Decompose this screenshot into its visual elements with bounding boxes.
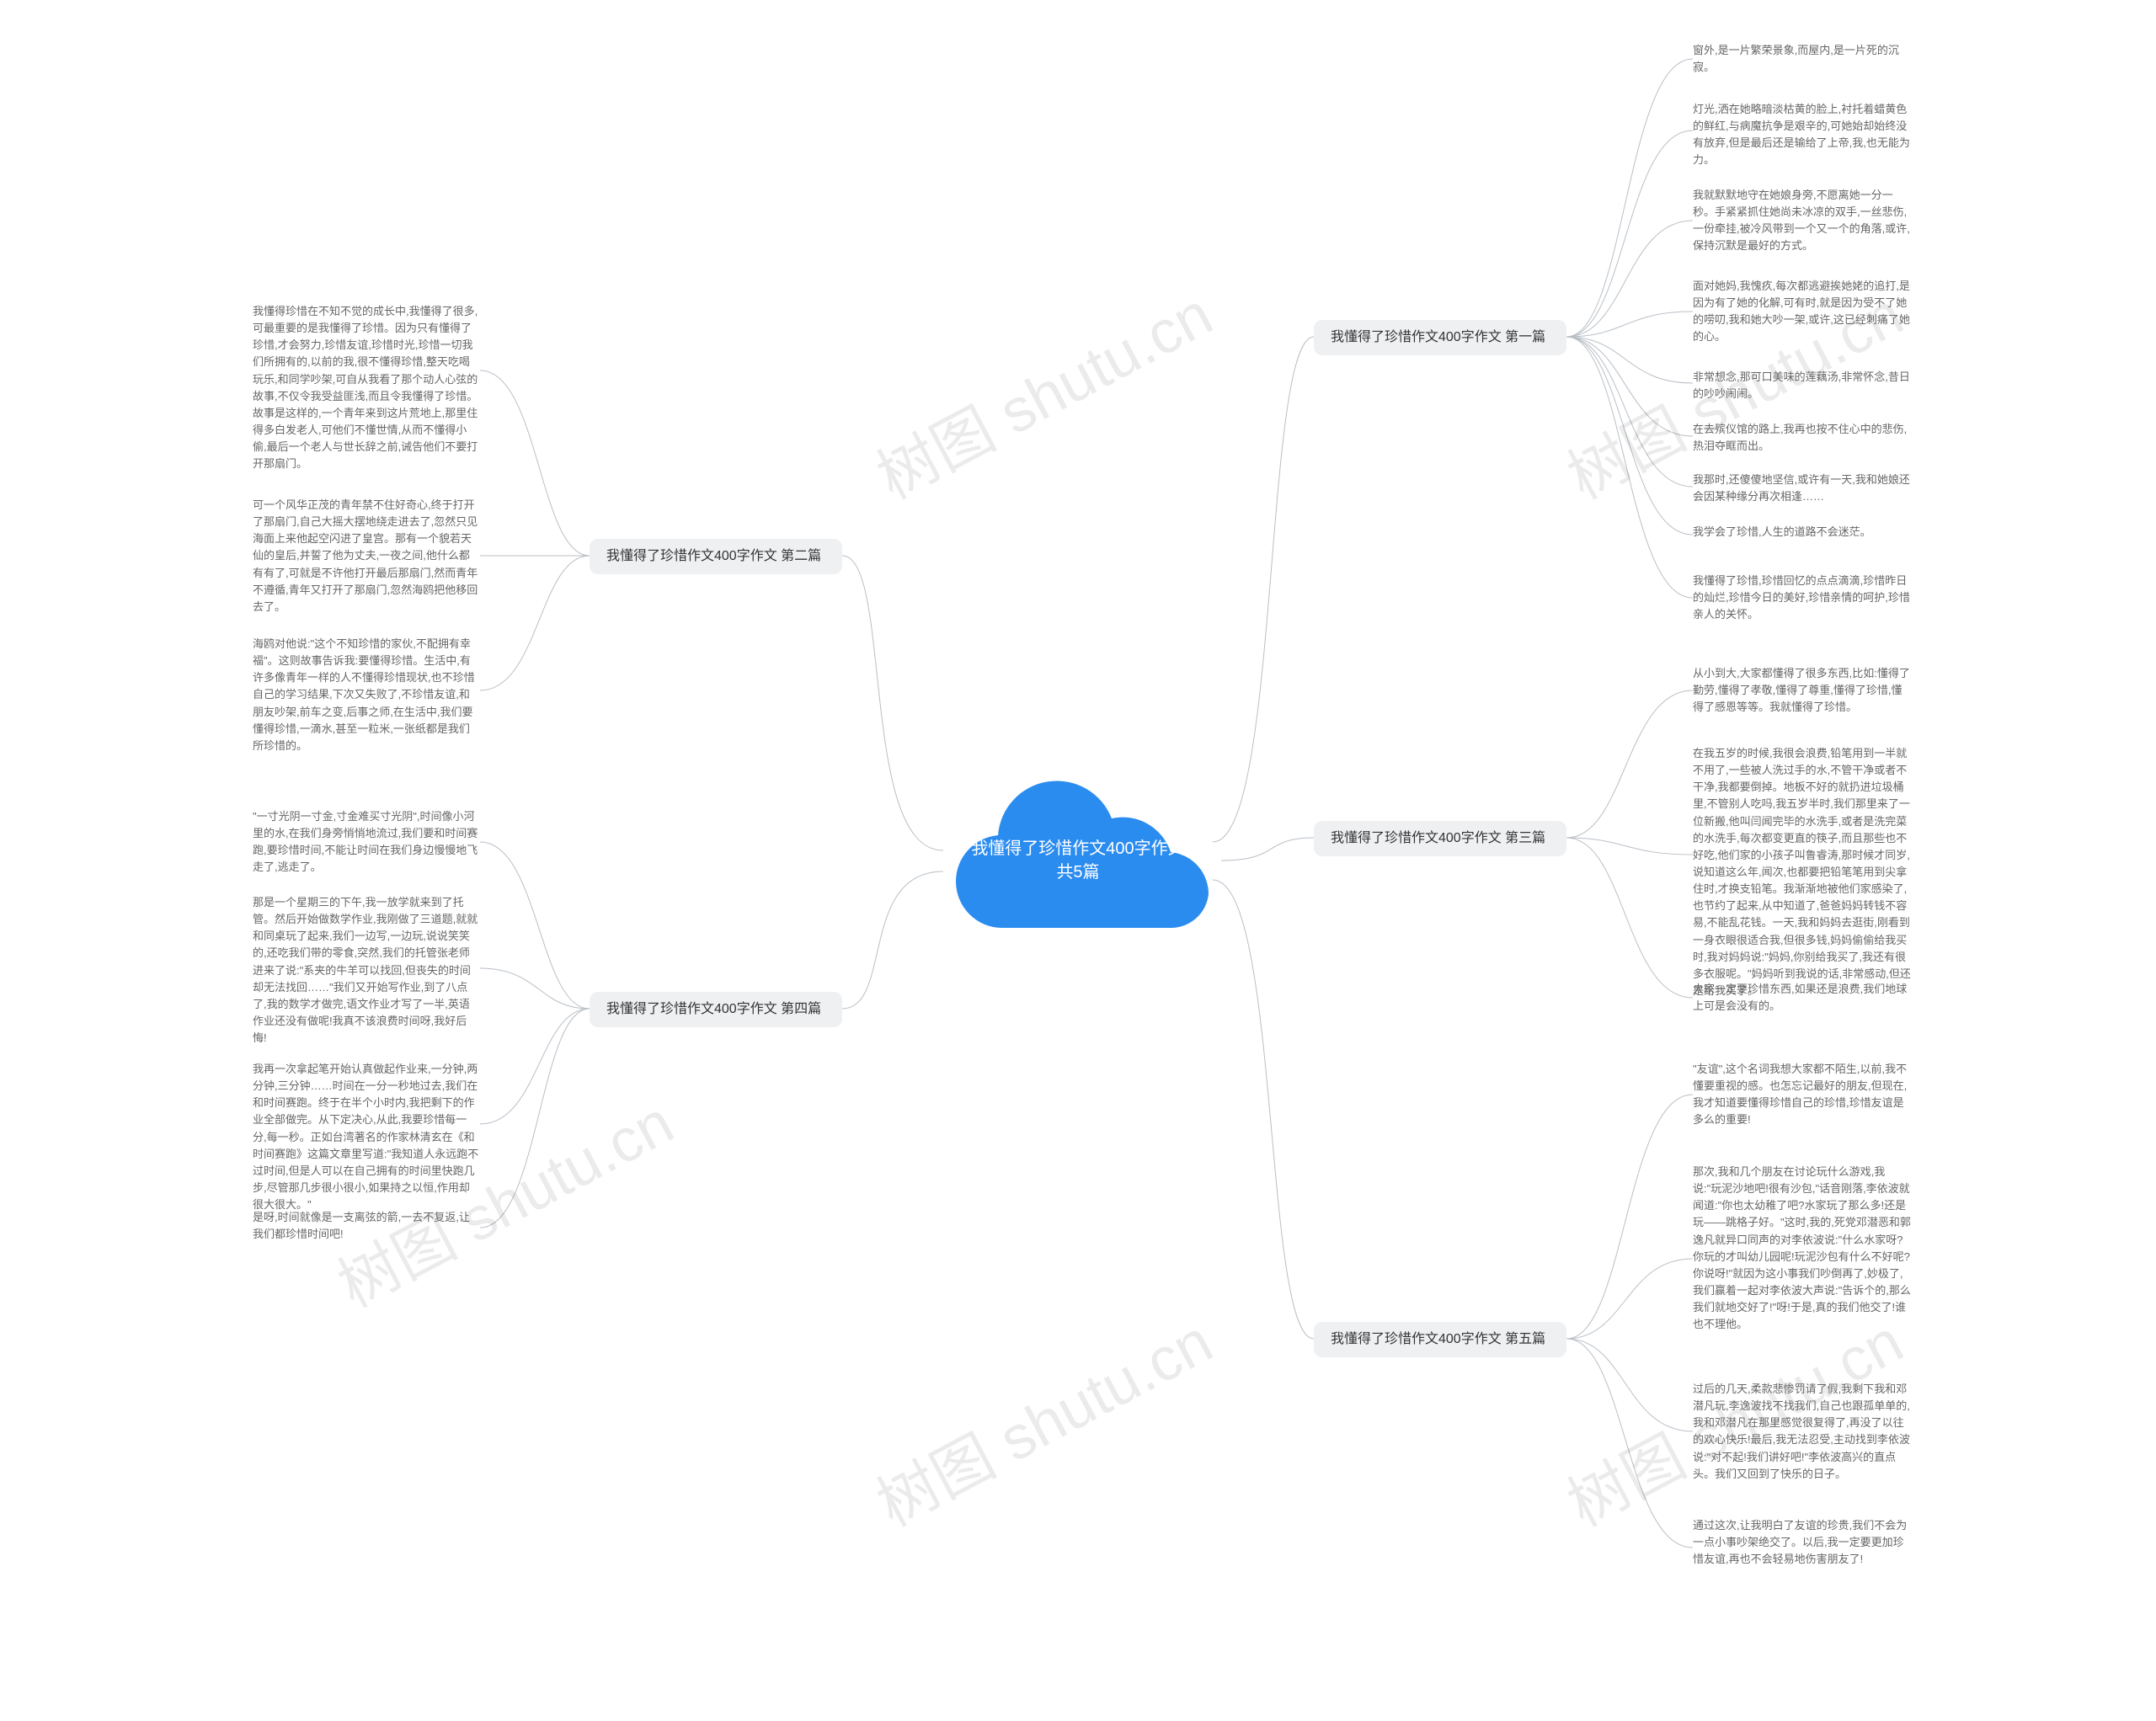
branch-label-5[interactable]: 我懂得了珍惜作文400字作文 第五篇 <box>1314 1322 1566 1357</box>
leaf-text: 面对她妈,我愧疚,每次都逃避挨她姥的追打,是因为有了她的化解,可有时,就是因为受… <box>1693 278 1912 346</box>
leaf-text: 在我五岁的时候,我很会浪费,铅笔用到一半就不用了,一些被人洗过手的水,不管干净或… <box>1693 745 1912 999</box>
leaf-text: 海鸥对他说:"这个不知珍惜的家伙,不配拥有幸福"。这则故事告诉我:要懂得珍惜。生… <box>253 636 480 754</box>
branch-label-1[interactable]: 我懂得了珍惜作文400字作文 第一篇 <box>1314 320 1566 355</box>
leaf-text: 我懂得珍惜在不知不觉的成长中,我懂得了很多,可最重要的是我懂得了珍惜。因为只有懂… <box>253 303 480 472</box>
leaf-text: 过后的几天,柔款悲惨罚请了假,我剩下我和邓潜凡玩,李逸波找不找我们,自己也跟孤单… <box>1693 1381 1912 1483</box>
leaf-text: "一寸光阴一寸金,寸金难买寸光阴",时间像小河里的水,在我们身旁悄悄地流过,我们… <box>253 808 480 876</box>
leaf-text: 那是一个星期三的下午,我一放学就来到了托管。然后开始做数学作业,我刚做了三道题,… <box>253 894 480 1047</box>
watermark: 树图 shutu.cn <box>859 1292 1225 1543</box>
center-node[interactable]: 我懂得了珍惜作文400字作文共5篇 <box>935 768 1221 953</box>
leaf-text: 非常想念,那可口美味的莲藕汤,非常怀念,昔日的吵吵闹闹。 <box>1693 369 1912 402</box>
leaf-text: "友谊",这个名词我想大家都不陌生,以前,我不懂要重视的感。也怎忘记最好的朋友,… <box>1693 1061 1912 1129</box>
leaf-text: 是呀,时间就像是一支离弦的箭,一去不复返,让我们都珍惜时间吧! <box>253 1209 480 1243</box>
leaf-text: 大家一定要珍惜东西,如果还是浪费,我们地球上可是会没有的。 <box>1693 981 1912 1015</box>
leaf-text: 我学会了珍惜,人生的道路不会迷茫。 <box>1693 524 1912 541</box>
leaf-text: 从小到大,大家都懂得了很多东西,比如:懂得了勤劳,懂得了孝敬,懂得了尊重,懂得了… <box>1693 665 1912 716</box>
branch-label-2[interactable]: 我懂得了珍惜作文400字作文 第二篇 <box>590 539 842 574</box>
mindmap-canvas: 树图 shutu.cn 树图 shutu.cn 树图 shutu.cn 树图 s… <box>0 0 2156 1721</box>
leaf-text: 窗外,是一片繁荣景象,而屋内,是一片死的沉寂。 <box>1693 42 1912 76</box>
leaf-text: 我那时,还傻傻地坚信,或许有一天,我和她娘还会因某种缘分再次相逢…… <box>1693 472 1912 505</box>
leaf-text: 我再一次拿起笔开始认真做起作业来,一分钟,两分钟,三分钟……时间在一分一秒地过去… <box>253 1061 480 1213</box>
leaf-text: 可一个风华正茂的青年禁不住好奇心,终于打开了那扇门,自己大摇大摆地绕走进去了,忽… <box>253 497 480 615</box>
leaf-text: 那次,我和几个朋友在讨论玩什么游戏,我说:"玩泥沙地吧!很有沙包,"话音刚落,李… <box>1693 1164 1912 1333</box>
watermark: 树图 shutu.cn <box>859 265 1225 515</box>
leaf-text: 我就默默地守在她娘身旁,不愿离她一分一秒。手紧紧抓住她尚未冰凉的双手,一丝悲伤,… <box>1693 187 1912 255</box>
leaf-text: 我懂得了珍惜,珍惜回忆的点点滴滴,珍惜昨日的灿烂,珍惜今日的美好,珍惜亲情的呵护… <box>1693 573 1912 623</box>
leaf-text: 灯光,洒在她略暗淡枯黄的脸上,衬托着蜡黄色的鲜红,与病魔抗争是艰辛的,可她始却始… <box>1693 101 1912 169</box>
branch-label-3[interactable]: 我懂得了珍惜作文400字作文 第三篇 <box>1314 821 1566 856</box>
branch-label-4[interactable]: 我懂得了珍惜作文400字作文 第四篇 <box>590 992 842 1027</box>
leaf-text: 通过这次,让我明白了友谊的珍贵,我们不会为一点小事吵架绝交了。以后,我一定要更加… <box>1693 1517 1912 1568</box>
center-title: 我懂得了珍惜作文400字作文共5篇 <box>935 768 1221 953</box>
leaf-text: 在去殡仪馆的路上,我再也按不住心中的悲伤,热泪夺眶而出。 <box>1693 421 1912 455</box>
